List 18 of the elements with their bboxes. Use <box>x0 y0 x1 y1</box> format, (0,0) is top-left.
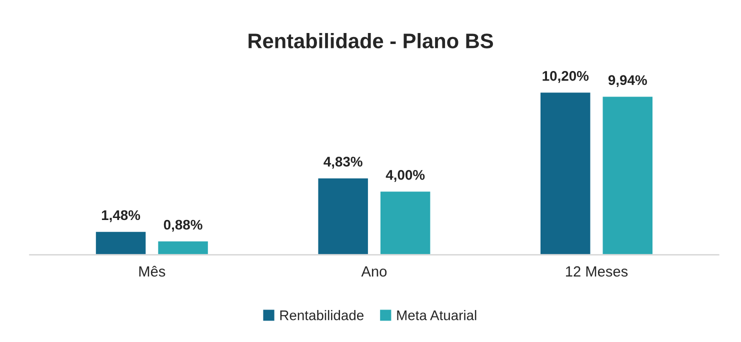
legend-label: Meta Atuarial <box>397 310 476 320</box>
data-label: 10,20% <box>542 71 589 83</box>
bar <box>601 95 654 255</box>
chart-title: Rentabilidade - Plano BS <box>248 33 493 48</box>
data-label: 1,48% <box>102 210 140 222</box>
bar <box>156 240 210 255</box>
x-tick-label: 12 Meses <box>566 266 628 277</box>
data-label: 9,94% <box>608 75 647 88</box>
bar <box>94 230 148 255</box>
data-label: 4,00% <box>386 170 425 182</box>
bar <box>316 176 370 255</box>
data-label: 4,83% <box>324 156 362 169</box>
x-tick-label: Ano <box>361 266 387 277</box>
data-label: 0,88% <box>164 220 202 232</box>
x-tick-label: Mês <box>139 266 166 277</box>
bar <box>539 91 592 255</box>
legend-label: Rentabilidade <box>280 310 364 320</box>
bar <box>379 190 432 255</box>
